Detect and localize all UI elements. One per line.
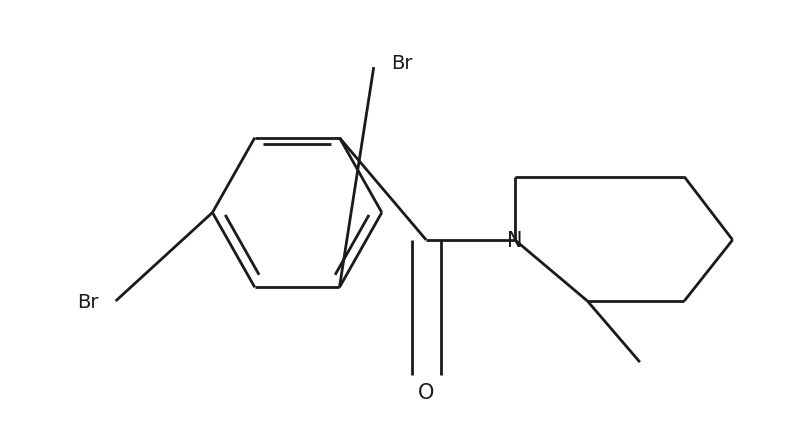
- Text: Br: Br: [391, 54, 412, 73]
- Text: N: N: [507, 230, 522, 250]
- Text: O: O: [418, 382, 434, 402]
- Text: Br: Br: [76, 292, 98, 311]
